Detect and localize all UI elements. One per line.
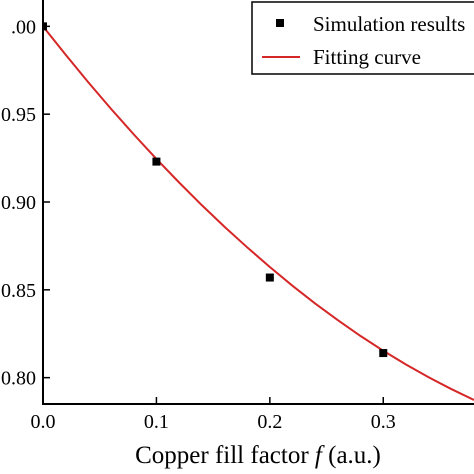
legend-box: [251, 1, 474, 75]
legend-marker-simulation: [276, 19, 284, 27]
y-tick-label: 0.95: [1, 104, 36, 126]
x-tick-label: 0.3: [371, 411, 396, 433]
y-tick-label: 0.80: [1, 368, 36, 390]
y-tick-label: 0.85: [1, 280, 36, 302]
x-tick-label: 0.0: [31, 411, 56, 433]
x-tick-label: 0.2: [257, 411, 282, 433]
simulation-point: [265, 273, 274, 282]
fitting-curve-line: [43, 25, 474, 401]
legend: Simulation results Fitting curve: [251, 1, 474, 75]
x-axis-title: Copper fill factor f (a.u.): [135, 442, 381, 469]
x-tick-label: 0.1: [144, 411, 169, 433]
simulation-point: [152, 157, 161, 166]
y-tick-label: .00: [11, 16, 36, 38]
y-tick-label: 0.90: [1, 192, 36, 214]
simulation-point: [379, 349, 388, 358]
legend-label-fitting: Fitting curve: [313, 45, 421, 69]
legend-label-simulation: Simulation results: [313, 12, 465, 36]
